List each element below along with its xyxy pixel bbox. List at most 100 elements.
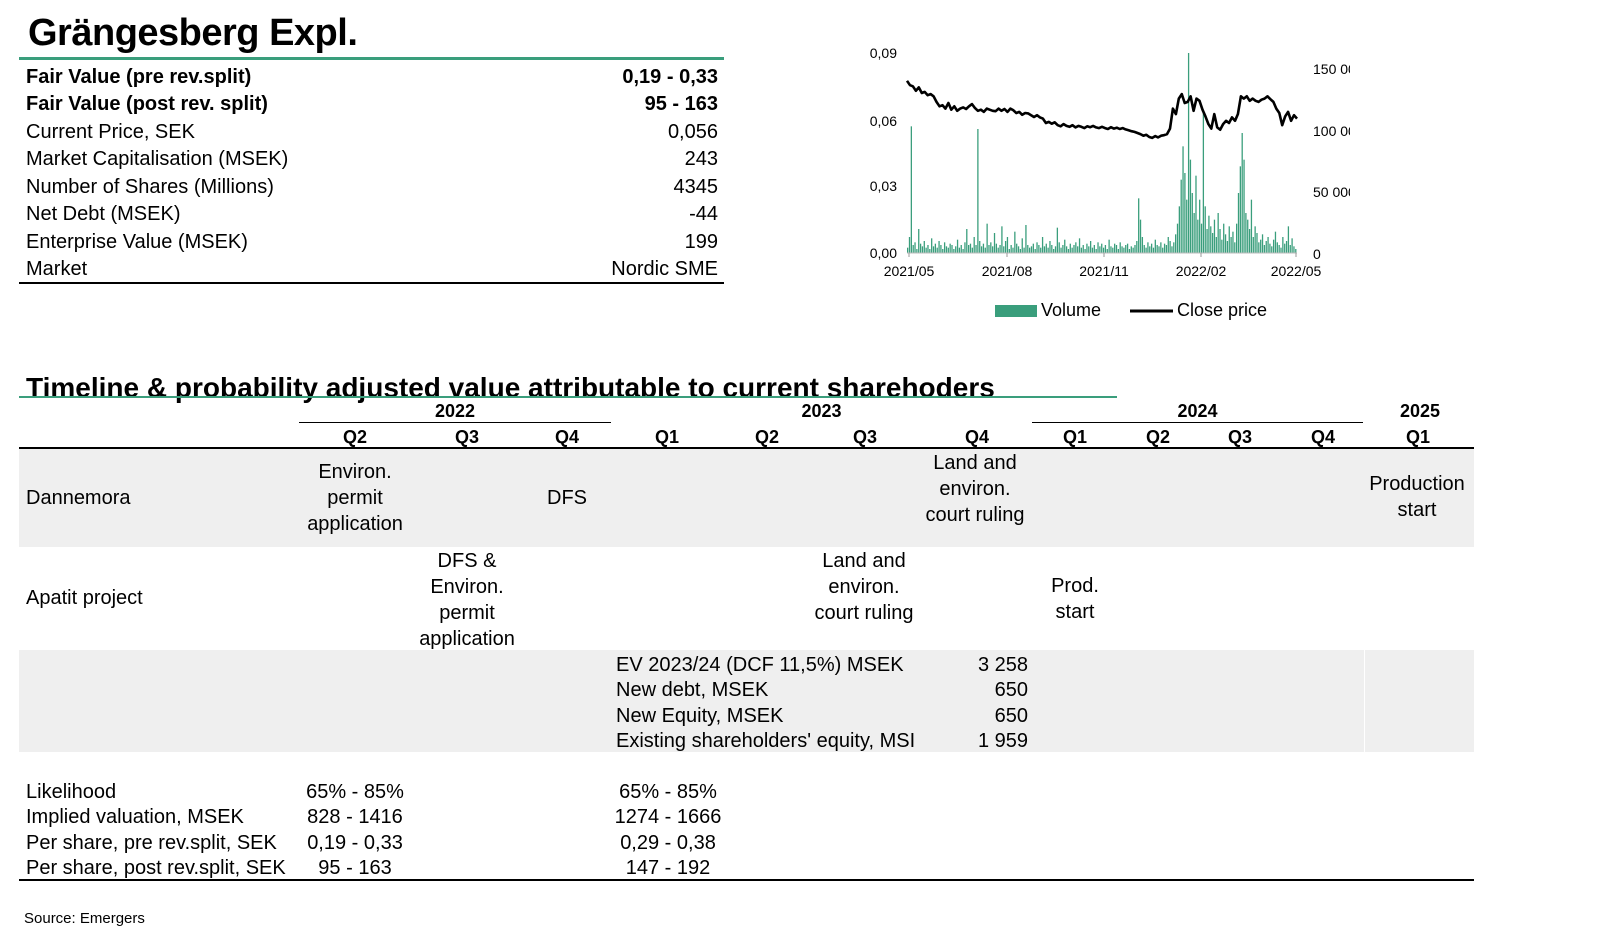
volume-bar: [960, 245, 962, 253]
volume-bar: [1180, 179, 1182, 253]
volume-bar: [1165, 245, 1168, 253]
volume-bar: [1226, 241, 1229, 253]
volume-bar: [1156, 245, 1158, 253]
volume-bar: [1001, 226, 1003, 253]
summary-row: Market Nordic SME: [26, 255, 738, 283]
x-tick-label: 2021/05: [884, 263, 935, 279]
volume-bar: [1263, 245, 1266, 253]
volume-bar: [1284, 243, 1286, 253]
valuation-value: 650: [994, 679, 1028, 701]
volume-bar: [925, 247, 927, 253]
volume-bar: [984, 247, 986, 253]
volume-bar: [1004, 241, 1007, 253]
volume-bar: [1019, 249, 1022, 253]
volume-bar: [1102, 247, 1105, 253]
volume-bar: [1158, 246, 1160, 253]
bottom-row-label: Implied valuation, MSEK: [26, 806, 244, 828]
volume-bar: [988, 245, 990, 253]
bottom-row-value-2022: 65% - 85%: [306, 781, 404, 803]
volume-bar: [1043, 246, 1046, 253]
volume-bar: [938, 241, 940, 253]
volume-bar: [1065, 246, 1068, 253]
volume-bar: [1169, 241, 1171, 253]
valuation-label: New debt, MSEK: [616, 679, 769, 701]
event-court-ruling: Land and environ. court ruling: [925, 452, 1025, 526]
volume-bar: [1091, 247, 1094, 253]
summary-row: Market Capitalisation (MSEK) 243: [26, 145, 738, 173]
volume-bar: [1193, 213, 1195, 253]
volume-bar: [1136, 241, 1138, 253]
bottom-row-value-2023: 0,29 - 0,38: [620, 832, 716, 854]
volume-bar: [1139, 219, 1142, 253]
volume-bar: [977, 129, 979, 253]
volume-bar: [940, 245, 942, 253]
volume-bar: [1108, 239, 1110, 253]
year-header: 2022: [434, 401, 476, 421]
volume-bar: [1189, 159, 1192, 253]
volume-bar: [1130, 246, 1132, 253]
summary-value: 0,056: [667, 121, 718, 143]
volume-bar: [1261, 234, 1264, 253]
bottom-row-value-2023: 65% - 85%: [619, 781, 717, 803]
y-left-tick: 0,09: [870, 45, 897, 61]
legend-volume-label: Volume: [1041, 300, 1101, 320]
y-right-tick: 100 000 000: [1313, 123, 1350, 139]
volume-bar: [1093, 245, 1095, 253]
quarter-header: Q1: [654, 427, 679, 447]
volume-bar: [1082, 245, 1084, 253]
volume-bar: [942, 249, 944, 253]
event-dfs-environ-permit: DFS & Environ. permit application: [419, 550, 515, 650]
volume-bar: [929, 249, 931, 253]
summary-label: Market Capitalisation (MSEK): [26, 148, 289, 170]
valuation-value: 650: [994, 705, 1028, 727]
volume-bar: [1143, 245, 1145, 253]
quarter-header: Q3: [454, 427, 479, 447]
event-court-ruling: Land and environ. court ruling: [814, 550, 914, 624]
volume-bar: [1017, 246, 1020, 253]
volume-bar: [914, 242, 916, 253]
volume-bar: [1162, 247, 1164, 253]
volume-bar: [1056, 227, 1059, 253]
volume-bar: [990, 242, 992, 253]
row-label-dannemora: Dannemora: [26, 487, 131, 509]
volume-bar: [1053, 249, 1055, 253]
volume-bar: [1171, 246, 1173, 253]
volume-bar: [1114, 243, 1116, 253]
volume-bar: [1069, 243, 1071, 253]
volume-bar: [916, 249, 918, 253]
volume-bar: [1010, 245, 1012, 253]
volume-bar: [1187, 53, 1190, 253]
volume-bar: [1003, 246, 1005, 253]
summary-value: 199: [684, 231, 718, 253]
volume-bar: [1014, 231, 1016, 253]
volume-bar: [934, 243, 937, 253]
volume-bar: [1106, 249, 1108, 253]
volume-bar: [1006, 237, 1009, 253]
volume-bar: [1274, 231, 1277, 253]
volume-bar: [1200, 223, 1203, 253]
volume-bar: [1224, 234, 1227, 253]
valuation-value: 1 959: [977, 730, 1028, 752]
volume-bar: [971, 247, 973, 253]
event-production-start: Production start: [1369, 473, 1465, 521]
volume-bar: [1086, 243, 1088, 253]
volume-bar: [999, 245, 1001, 253]
row-label-apatit: Apatit project: [26, 587, 143, 609]
summary-row: Net Debt (MSEK) -44: [26, 200, 738, 228]
volume-bar: [1012, 247, 1014, 253]
volume-bar: [1265, 241, 1267, 253]
volume-bar: [1049, 241, 1051, 253]
volume-bar: [964, 242, 966, 253]
volume-bar: [975, 245, 977, 253]
volume-bar: [953, 249, 955, 253]
bottom-row-label: Per share, pre rev.split, SEK: [26, 832, 277, 854]
summary-label: Fair Value (post rev. split): [26, 93, 268, 115]
bottom-row-label: Per share, post rev.split, SEK: [26, 857, 286, 879]
volume-bar: [1030, 246, 1033, 253]
volume-bar: [1125, 245, 1127, 253]
volume-bar: [1184, 173, 1186, 253]
volume-bar: [1123, 247, 1125, 253]
valuation-label: Existing shareholders' equity, MSI: [616, 730, 916, 752]
summary-value: -44: [689, 203, 718, 225]
y-right-tick: 50 000 000: [1313, 184, 1350, 200]
